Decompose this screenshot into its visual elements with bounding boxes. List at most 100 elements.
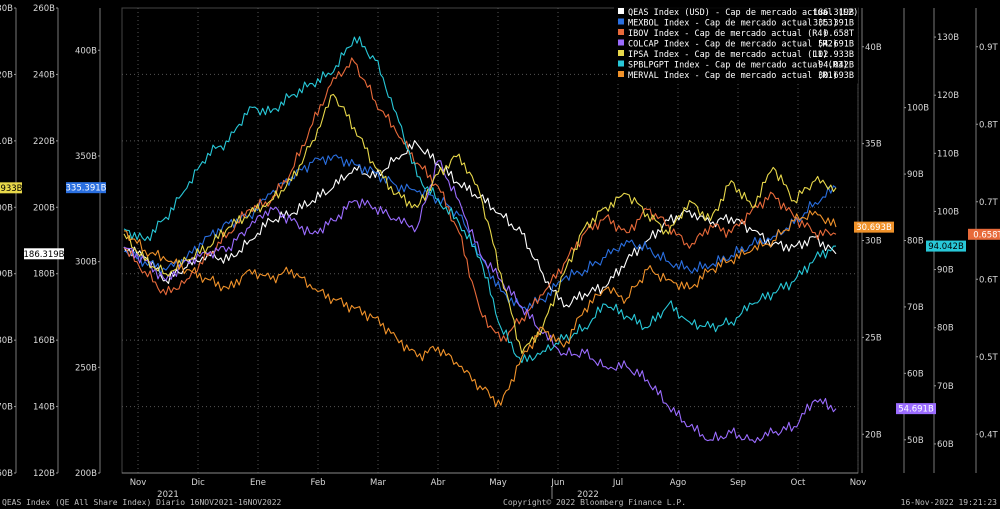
series-line-4 (123, 93, 837, 354)
y-tick-label-l3: 250B (75, 363, 97, 373)
y-tick-label-r3: 130B (937, 33, 959, 43)
x-tick-label: Jun (550, 478, 564, 488)
x-year-label: 2022 (577, 490, 599, 500)
y-tick-label-r4: 0.6T (979, 275, 999, 285)
x-tick-label: Nov (850, 478, 867, 488)
series-line-1 (123, 154, 837, 312)
series-line-6 (123, 210, 837, 408)
y-tick-label-l2: 120B (33, 469, 55, 479)
legend: QEAS Index (USD) - Cap de mercado actual… (614, 4, 858, 84)
y-tick-label-l1: 100B (0, 203, 13, 213)
legend-entry-value: 94.042B (818, 61, 854, 71)
badge-text-6: 30.693B (856, 223, 892, 233)
footer-timestamp-text: 16-Nov-2022 19:21:23 (901, 498, 998, 507)
y-tick-label-r3: 60B (937, 440, 954, 450)
legend-swatch (618, 18, 624, 25)
y-tick-label-r1: 35B (865, 140, 882, 150)
footer-left-text: QEAS Index (QE All Share Index) Diario 1… (2, 498, 282, 507)
y-tick-label-l2: 240B (33, 70, 55, 80)
y-tick-label-l2: 200B (33, 203, 55, 213)
legend-entry-name: SPBLPGPT Index - Cap de mercado actual (… (628, 61, 848, 71)
badge-bg-2 (968, 228, 1000, 240)
legend-swatch (618, 39, 624, 46)
y-tick-label-r2: 100B (907, 104, 929, 114)
y-tick-label-l1: 70B (0, 403, 13, 413)
badge-bg-0 (24, 248, 64, 260)
series-lines (123, 36, 837, 444)
legend-swatch (618, 8, 624, 14)
y-tick-label-r3: 80B (937, 324, 954, 334)
badge-text-1: 335.391B (66, 184, 107, 194)
y-tick-label-r2: 70B (907, 303, 924, 313)
badge-bg-1 (66, 182, 106, 194)
x-axis: Nov Dic Ene Feb Mar Abr May Jun Jul Ago Sep Oct Nov 2… (122, 472, 867, 500)
y-tick-label-l1: 90B (0, 270, 13, 280)
legend-entry-name: IBOV Index - Cap de mercado actual (R4) (628, 29, 828, 39)
y-tick-label-r1: 30B (865, 237, 882, 247)
legend-entry-name: MERVAL Index - Cap de mercado actual (R1… (628, 71, 838, 81)
y-tick-label-l1: 130B (0, 4, 13, 14)
y-tick-label-l2: 180B (33, 270, 55, 280)
y-tick-label-r2: 90B (907, 170, 924, 180)
y-tick-label-r1: 25B (865, 333, 882, 343)
badge-bg-5 (926, 240, 966, 252)
y-tick-label-r4: 0.8T (979, 120, 999, 130)
legend-swatch (618, 29, 624, 35)
badge-text-0: 186.319B (24, 250, 65, 260)
y-tick-label-r1: 40B (865, 43, 882, 53)
y-tick-label-l3: 200B (75, 469, 97, 479)
legend-entry-value: 30.693B (818, 71, 854, 81)
y-tick-label-r3: 120B (937, 91, 959, 101)
legend-entry-name: COLCAP Index - Cap de mercado actual (R2… (628, 40, 838, 50)
y-tick-label-r3: 110B (937, 149, 959, 159)
footer-copyright-text: Copyright© 2022 Bloomberg Finance L.P. (503, 498, 686, 507)
legend-entry-value: 335.391B (813, 19, 854, 29)
y-tick-label-l1: 110B (0, 137, 13, 147)
y-tick-label-l2: 160B (33, 336, 55, 346)
badge-text-2: 0.658T (973, 230, 1000, 240)
legend-entry-value: 0.658T (823, 29, 854, 39)
y-tick-label-r4: 0.7T (979, 198, 999, 208)
legend-entry-name: QEAS Index (USD) - Cap de mercado actual… (628, 8, 858, 18)
y-tick-label-l2: 260B (33, 4, 55, 14)
x-tick-label: Sep (730, 478, 746, 488)
y-tick-label-l3: 400B (75, 46, 97, 56)
x-tick-label: Oct (791, 478, 806, 488)
badge-bg-3 (896, 403, 936, 415)
badge-bg-6 (854, 221, 894, 233)
y-tick-label-l2: 140B (33, 403, 55, 413)
y-tick-label-l3: 350B (75, 152, 97, 162)
axes: 60B 70B 80B 90B 100B 110B 120B 130B 120B 140B 160B… (0, 4, 999, 479)
y-tick-label-r3: 90B (937, 266, 954, 276)
x-tick-label: Mar (370, 478, 387, 488)
y-tick-label-l1: 120B (0, 70, 13, 80)
legend-entry-value: 54.691B (818, 40, 854, 50)
badge-text-5: 94.042B (928, 242, 964, 252)
y-tick-label-l1: 60B (0, 469, 13, 479)
y-tick-label-r2: 60B (907, 369, 924, 379)
y-tick-label-r2: 50B (907, 436, 924, 446)
series-line-3 (123, 160, 837, 444)
y-tick-label-r3: 100B (937, 207, 959, 217)
x-year-label: 2021 (157, 490, 179, 500)
series-line-0 (123, 140, 837, 308)
y-tick-label-r1: 20B (865, 430, 882, 440)
y-tick-label-l1: 80B (0, 336, 13, 346)
legend-entry-value: 186.319B (813, 8, 854, 18)
series-line-5 (123, 36, 837, 364)
legend-entry-value: 102.933B (813, 50, 854, 60)
y-tick-label-r2: 80B (907, 237, 924, 247)
x-tick-label: Feb (310, 478, 325, 488)
legend-swatch (618, 50, 624, 56)
x-tick-label: Ago (670, 478, 686, 488)
legend-entry-name: IPSA Index - Cap de mercado actual (L1) (628, 50, 828, 60)
badge-bg-4 (0, 182, 22, 194)
legend-swatch (618, 60, 624, 67)
x-tick-label: May (489, 478, 507, 488)
legend-swatch (618, 71, 624, 77)
badge-text-4: 102.933B (0, 184, 23, 194)
y-tick-label-l3: 300B (75, 258, 97, 268)
y-tick-label-r4: 0.5T (979, 353, 999, 363)
